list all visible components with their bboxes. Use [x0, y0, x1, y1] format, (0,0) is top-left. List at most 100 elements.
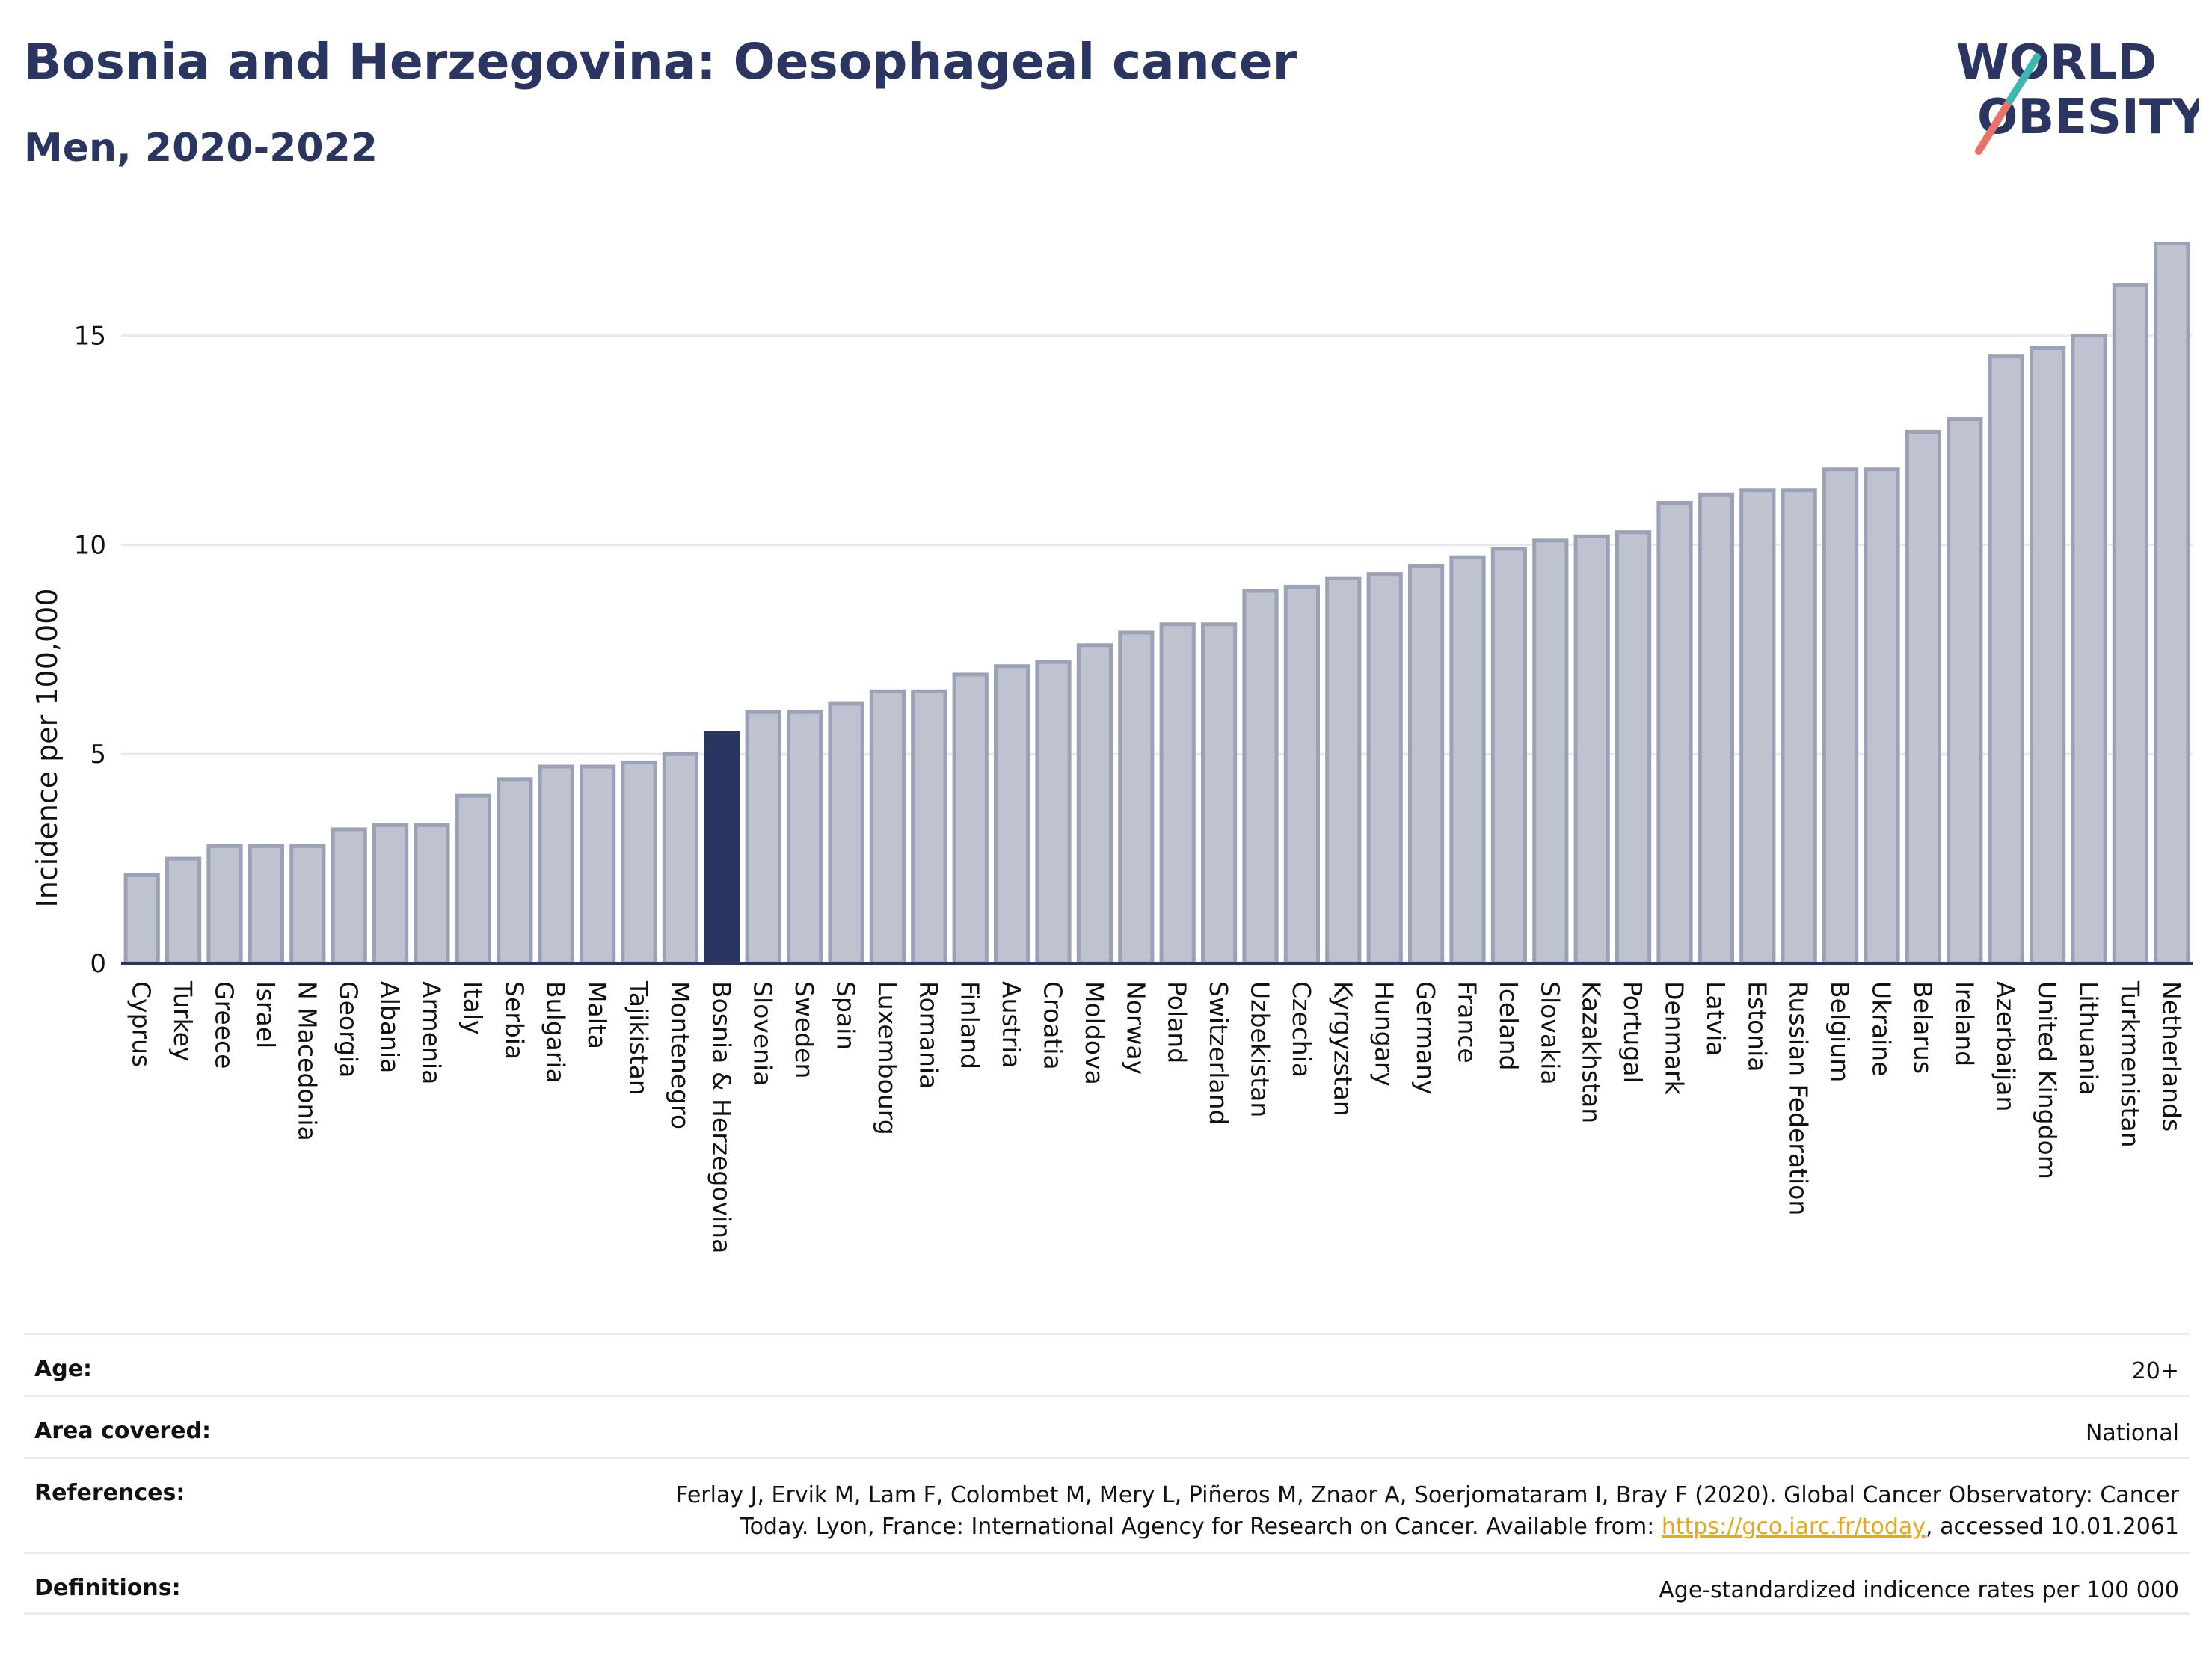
x-category-label: Spain — [832, 981, 861, 1050]
x-category-label: Croatia — [1039, 981, 1068, 1070]
logo-slash-coral — [1975, 96, 2014, 155]
bar — [538, 764, 574, 965]
x-category-label: Austria — [997, 981, 1026, 1069]
bar — [1449, 555, 1486, 965]
x-category-label: Azerbaijan — [1991, 981, 2021, 1111]
x-category-label: Italy — [458, 981, 488, 1035]
bar — [662, 752, 699, 965]
x-category-label: Lithuania — [2074, 981, 2104, 1096]
x-category-label: Kyrgyzstan — [1328, 981, 1357, 1117]
x-category-label: Kazakhstan — [1577, 981, 1606, 1123]
bar — [123, 873, 160, 965]
bar-chart: 0 5 10 15 Cyprus Turkey Greece Israel N Macedon… — [31, 242, 2193, 1253]
info-row-references: References: Ferlay J, Ervik M, Lam F, Co… — [24, 1457, 2190, 1552]
bar — [497, 777, 533, 965]
info-table: Age: 20+ Area covered: National Referenc… — [24, 1333, 2190, 1615]
bar — [1905, 429, 1942, 965]
x-category-label: Hungary — [1370, 981, 1399, 1087]
x-category-label: Belgium — [1825, 981, 1855, 1082]
x-category-label: Malta — [583, 981, 612, 1049]
bar — [1532, 538, 1569, 965]
x-category-label: Latvia — [1701, 981, 1730, 1056]
x-category-label: Poland — [1163, 981, 1192, 1063]
bar — [1076, 643, 1113, 965]
x-category-label: Romania — [914, 981, 943, 1089]
x-category-label: Iceland — [1494, 981, 1523, 1070]
logo-word-world: WORLD — [1956, 35, 2157, 90]
x-category-label: Ireland — [1950, 981, 1979, 1066]
bar — [2112, 283, 2149, 965]
bar — [1366, 572, 1403, 965]
x-category-label: Georgia — [334, 981, 363, 1078]
x-category-label: Luxembourg — [873, 981, 902, 1135]
x-category-label: Finland — [956, 981, 985, 1069]
bar — [1490, 547, 1528, 965]
x-category-label: Turkmenistan — [2116, 980, 2145, 1148]
references-label: References: — [34, 1480, 185, 1506]
x-category-label: France — [1453, 981, 1482, 1063]
references-link[interactable]: https://gco.iarc.fr/today — [1661, 1514, 1926, 1540]
bar — [911, 689, 947, 965]
bar — [1200, 622, 1238, 965]
x-category-label: Denmark — [1660, 981, 1689, 1096]
bars — [123, 242, 2190, 965]
bar — [786, 710, 823, 965]
bar-highlighted — [704, 731, 740, 965]
bar — [289, 844, 326, 965]
bar — [2029, 346, 2066, 965]
bar — [621, 760, 657, 965]
x-category-label: Portugal — [1618, 981, 1647, 1084]
references-text-line2: Today. Lyon, France: International Agenc… — [740, 1514, 1662, 1540]
page-subtitle: Men, 2020-2022 — [24, 126, 378, 171]
bar — [165, 856, 202, 965]
x-category-label: Switzerland — [1204, 981, 1233, 1126]
x-category-label: Albania — [375, 981, 405, 1073]
info-row-age: Age: 20+ — [24, 1333, 2190, 1395]
y-tick-label: 5 — [90, 740, 106, 770]
x-category-label: Uzbekistan — [1246, 981, 1275, 1117]
bar — [1407, 563, 1445, 965]
x-category-label: Bulgaria — [541, 981, 571, 1084]
x-category-label: Serbia — [500, 981, 529, 1060]
references-text-line1: Ferlay J, Ervik M, Lam F, Colombet M, Me… — [675, 1482, 2179, 1508]
bar — [1242, 589, 1279, 965]
bar — [1118, 630, 1155, 965]
bar — [1615, 530, 1652, 965]
bar — [1822, 467, 1859, 965]
x-category-label: Slovenia — [749, 981, 778, 1086]
x-category-label: Sweden — [790, 981, 819, 1078]
y-tick-label: 15 — [74, 322, 106, 351]
x-category-label: United Kingdom — [2033, 981, 2062, 1179]
bar — [2071, 334, 2107, 965]
area-value: National — [2085, 1420, 2179, 1446]
x-category-label: Armenia — [417, 981, 446, 1084]
bar — [745, 710, 781, 965]
bar — [869, 689, 906, 965]
bar — [1947, 417, 1983, 965]
bar — [828, 701, 864, 965]
x-category-label: Bosnia & Herzegovina — [707, 981, 736, 1253]
bar — [372, 823, 409, 965]
bar — [1698, 492, 1735, 965]
x-category-label: Tajikistan — [624, 980, 654, 1096]
age-label: Age: — [34, 1356, 93, 1382]
page-title: Bosnia and Herzegovina: Oesophageal canc… — [24, 33, 1297, 90]
info-row-definitions: Definitions: Age-standardized indicence … — [24, 1552, 2190, 1615]
definitions-value: Age-standardized indicence rates per 100… — [1659, 1577, 2179, 1603]
x-category-label: Greece — [210, 981, 239, 1069]
bar — [206, 844, 243, 965]
x-category-label: Slovakia — [1535, 981, 1564, 1085]
category-labels: Cyprus Turkey Greece Israel N Macedonia Georg… — [127, 980, 2187, 1253]
logo-slash-teal — [2006, 53, 2041, 104]
bar — [1325, 576, 1362, 965]
bar — [1781, 488, 1817, 965]
x-category-label: Norway — [1121, 981, 1150, 1075]
age-value: 20+ — [2131, 1358, 2179, 1384]
y-tick-label: 0 — [90, 949, 106, 979]
x-category-label: Ukraine — [1867, 981, 1896, 1076]
bar — [579, 764, 616, 965]
x-category-label: Russian Federation — [1784, 981, 1813, 1215]
y-tick-label: 10 — [74, 530, 106, 560]
bar — [993, 664, 1030, 965]
bar — [455, 793, 492, 965]
